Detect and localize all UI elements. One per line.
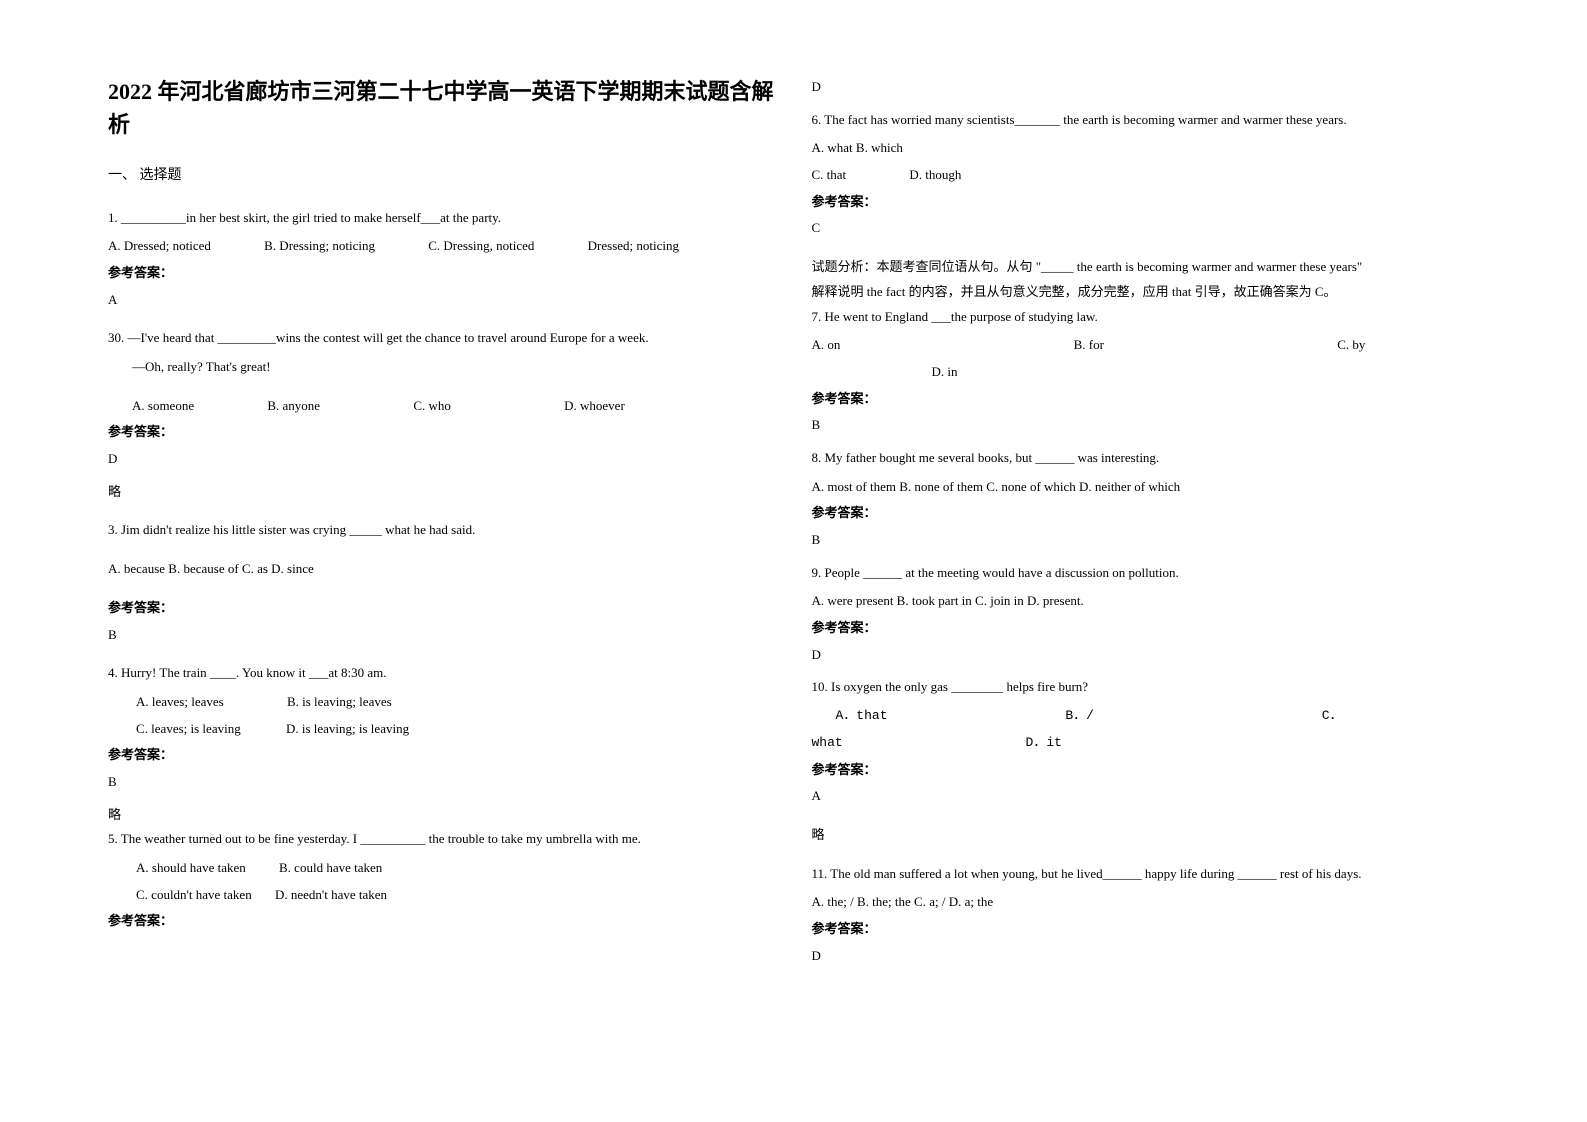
q8-answer-label: 参考答案：	[812, 501, 1480, 526]
q5-answer: D	[812, 75, 1480, 100]
q3-options: A. because B. because of C. as D. since	[108, 557, 776, 582]
q6-opts-r1: A. what B. which	[812, 136, 1480, 161]
q6-answer: C	[812, 216, 1480, 241]
right-column: D 6. The fact has worried many scientist…	[794, 75, 1498, 1082]
q10-r2a: what	[812, 731, 843, 756]
q2-line2: —Oh, really? That's great!	[108, 355, 776, 380]
q8-stem: 8. My father bought me several books, bu…	[812, 446, 1480, 471]
q7-optB: B. for	[1074, 333, 1104, 358]
q10-optC: C．	[1322, 704, 1343, 729]
q3-answer-label: 参考答案：	[108, 596, 776, 621]
q2-answer: D	[108, 447, 776, 472]
q2-optB: B. anyone	[267, 394, 320, 419]
q8-options: A. most of them B. none of them C. none …	[812, 475, 1480, 500]
q7-optC: C. by	[1337, 333, 1365, 358]
q6-answer-label: 参考答案：	[812, 190, 1480, 215]
q3-answer: B	[108, 623, 776, 648]
q2-optC: C. who	[413, 394, 451, 419]
q11-answer-label: 参考答案：	[812, 917, 1480, 942]
q1-options: A. Dressed; noticed B. Dressing; noticin…	[108, 234, 776, 259]
q6-opts-r2: C. that D. though	[812, 163, 1480, 188]
q4-opts-r2: C. leaves; is leaving D. is leaving; is …	[108, 717, 776, 742]
q1-stem: 1. __________in her best skirt, the girl…	[108, 206, 776, 231]
q1-answer: A	[108, 288, 776, 313]
q6-r2a: C. that	[812, 163, 847, 188]
q6-explain2: 解释说明 the fact 的内容，并且从句意义完整，成分完整，应用 that …	[812, 280, 1480, 305]
q4-r1a: A. leaves; leaves	[136, 690, 224, 715]
q6-stem: 6. The fact has worried many scientists_…	[812, 108, 1480, 133]
q5-r2b: D. needn't have taken	[275, 883, 387, 908]
q10-answer-label: 参考答案：	[812, 758, 1480, 783]
q5-r1b: B. could have taken	[279, 856, 382, 881]
q7-opts-r1: A. on B. for C. by	[812, 333, 1480, 358]
q10-opts-r2: what D．it	[812, 731, 1480, 756]
section-heading: 一、 选择题	[108, 163, 776, 190]
q10-opts-r1: A．that B．/ C．	[812, 704, 1480, 729]
q9-answer: D	[812, 643, 1480, 668]
q9-answer-label: 参考答案：	[812, 616, 1480, 641]
q5-r1a: A. should have taken	[136, 856, 246, 881]
q11-stem: 11. The old man suffered a lot when youn…	[812, 862, 1480, 887]
q4-opts-r1: A. leaves; leaves B. is leaving; leaves	[108, 690, 776, 715]
q10-optA: A．that	[836, 704, 888, 729]
q9-options: A. were present B. took part in C. join …	[812, 589, 1480, 614]
q5-stem: 5. The weather turned out to be fine yes…	[108, 827, 776, 852]
left-column: 2022 年河北省廊坊市三河第二十七中学高一英语下学期期末试题含解析 一、 选择…	[90, 75, 794, 1082]
q4-r2b: D. is leaving; is leaving	[286, 717, 409, 742]
q5-r2a: C. couldn't have taken	[136, 883, 252, 908]
q1-optC: C. Dressing, noticed	[428, 234, 534, 259]
q3-stem: 3. Jim didn't realize his little sister …	[108, 518, 776, 543]
q2-stem: 30. —I've heard that _________wins the c…	[108, 326, 776, 351]
q5-opts-r1: A. should have taken B. could have taken	[108, 856, 776, 881]
q7-optA: A. on	[812, 333, 841, 358]
q1-optD: Dressed; noticing	[588, 234, 679, 259]
q4-r2a: C. leaves; is leaving	[136, 717, 241, 742]
q7-stem: 7. He went to England ___the purpose of …	[812, 305, 1480, 330]
q5-answer-label: 参考答案：	[108, 909, 776, 934]
q2-answer-label: 参考答案：	[108, 420, 776, 445]
q2-optA: A. someone	[132, 394, 194, 419]
q7-optD: D. in	[932, 360, 958, 385]
q4-answer: B	[108, 770, 776, 795]
q4-extra: 略	[108, 803, 776, 828]
q7-answer-label: 参考答案：	[812, 387, 1480, 412]
q4-r1b: B. is leaving; leaves	[287, 690, 392, 715]
q7-opts-r2: D. in	[812, 360, 1480, 385]
q10-answer: A	[812, 784, 1480, 809]
q1-optA: A. Dressed; noticed	[108, 234, 211, 259]
q11-options: A. the; / B. the; the C. a; / D. a; the	[812, 890, 1480, 915]
q6-explain1: 试题分析：本题考查同位语从句。从句 "_____ the earth is be…	[812, 255, 1480, 280]
q2-options: A. someone B. anyone C. who D. whoever	[108, 394, 776, 419]
q10-optB: B．/	[1065, 704, 1094, 729]
q1-optB: B. Dressing; noticing	[264, 234, 375, 259]
q10-extra: 略	[812, 823, 1480, 848]
q8-answer: B	[812, 528, 1480, 553]
q5-opts-r2: C. couldn't have taken D. needn't have t…	[108, 883, 776, 908]
q2-extra: 略	[108, 480, 776, 505]
q10-stem: 10. Is oxygen the only gas ________ help…	[812, 675, 1480, 700]
q2-optD: D. whoever	[564, 394, 625, 419]
q9-stem: 9. People ______ at the meeting would ha…	[812, 561, 1480, 586]
q10-r2b: D．it	[1026, 731, 1062, 756]
page-title: 2022 年河北省廊坊市三河第二十七中学高一英语下学期期末试题含解析	[108, 75, 776, 141]
q1-answer-label: 参考答案：	[108, 261, 776, 286]
q7-answer: B	[812, 413, 1480, 438]
q6-r2b: D. though	[909, 163, 961, 188]
q11-answer: D	[812, 944, 1480, 969]
q4-answer-label: 参考答案：	[108, 743, 776, 768]
q4-stem: 4. Hurry! The train ____. You know it __…	[108, 661, 776, 686]
